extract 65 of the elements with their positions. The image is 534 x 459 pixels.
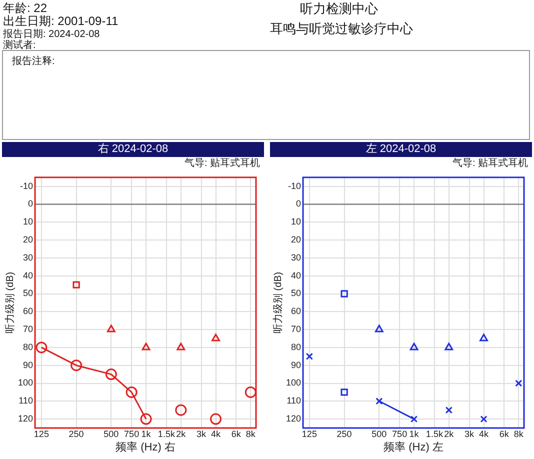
x-tick-label: 125 xyxy=(302,428,317,439)
y-tick-label: 60 xyxy=(291,306,302,316)
x-tick-label: 1k xyxy=(409,428,420,439)
y-tick-label: 0 xyxy=(296,198,302,209)
x-tick-label: 3k xyxy=(196,428,207,439)
x-tick-label: 1.5k xyxy=(158,428,176,439)
y-tick-label: 120 xyxy=(18,414,34,424)
x-axis-title: 频率 (Hz) 左 xyxy=(384,440,444,454)
y-tick-label: 10 xyxy=(291,216,302,227)
x-tick-label: 500 xyxy=(372,428,387,439)
x-tick-label: 6k xyxy=(231,428,242,439)
y-tick-label: 60 xyxy=(23,306,34,316)
chart-subtitle: 气导: 贴耳式耳机 xyxy=(451,157,529,170)
y-tick-label: -10 xyxy=(20,180,34,191)
x-tick-label: 1k xyxy=(141,428,152,439)
y-tick-label: 70 xyxy=(291,324,302,334)
y-tick-label: 50 xyxy=(23,288,34,298)
x-tick-label: 6k xyxy=(499,428,510,439)
y-tick-label: 50 xyxy=(291,288,302,298)
y-tick-label: 90 xyxy=(291,360,302,370)
y-tick-label: 80 xyxy=(23,342,34,352)
text: 测试者: xyxy=(3,38,36,52)
text: 出生日期: 2001-09-11 xyxy=(3,14,118,28)
chart-title: 左 2024-02-08 xyxy=(270,142,532,157)
y-axis-title: 听力级别 (dB) xyxy=(272,272,284,334)
x-tick-label: 8k xyxy=(246,428,256,439)
y-tick-label: 70 xyxy=(23,324,34,334)
y-tick-label: 110 xyxy=(18,396,34,406)
x-tick-label: 125 xyxy=(34,428,49,439)
x-tick-label: 2k xyxy=(444,428,454,439)
text: 耳鸣与听觉过敏诊疗中心 xyxy=(270,20,413,38)
y-tick-label: 30 xyxy=(291,252,302,262)
x-tick-label: 750 xyxy=(392,428,408,439)
x-tick-label: 4k xyxy=(479,428,490,439)
chart-title: 右 2024-02-08 xyxy=(2,142,264,157)
x-tick-label: 2k xyxy=(176,428,186,439)
x-axis-title: 频率 (Hz) 右 xyxy=(116,440,176,454)
y-tick-label: 110 xyxy=(286,396,302,406)
x-tick-label: 8k xyxy=(514,428,524,439)
y-tick-label: 120 xyxy=(286,414,302,424)
x-tick-label: 1.5k xyxy=(426,428,444,439)
text: 报告日期: 2024-02-08 xyxy=(3,28,100,40)
x-tick-label: 3k xyxy=(464,428,475,439)
y-tick-label: 100 xyxy=(18,378,34,388)
text: 听力检测中心 xyxy=(300,0,378,18)
x-tick-label: 4k xyxy=(211,428,222,439)
text: 年龄: 22 xyxy=(3,0,48,15)
y-axis-title: 听力级别 (dB) xyxy=(4,272,16,334)
y-tick-label: -10 xyxy=(288,180,302,191)
y-tick-label: 40 xyxy=(23,270,34,280)
y-tick-label: 0 xyxy=(28,198,34,209)
y-tick-label: 80 xyxy=(291,342,302,352)
y-tick-label: 90 xyxy=(23,360,34,370)
x-tick-label: 500 xyxy=(104,428,119,439)
x-tick-label: 250 xyxy=(68,428,84,439)
y-tick-label: 40 xyxy=(291,270,302,280)
y-tick-label: 20 xyxy=(291,234,302,245)
chart-subtitle: 气导: 贴耳式耳机 xyxy=(183,157,261,170)
y-tick-label: 20 xyxy=(23,234,34,245)
y-tick-label: 100 xyxy=(286,378,302,388)
x-tick-label: 750 xyxy=(124,428,140,439)
y-tick-label: 10 xyxy=(23,216,34,227)
text: 报告注释: xyxy=(12,54,55,68)
x-tick-label: 250 xyxy=(336,428,352,439)
y-tick-label: 30 xyxy=(23,252,34,262)
